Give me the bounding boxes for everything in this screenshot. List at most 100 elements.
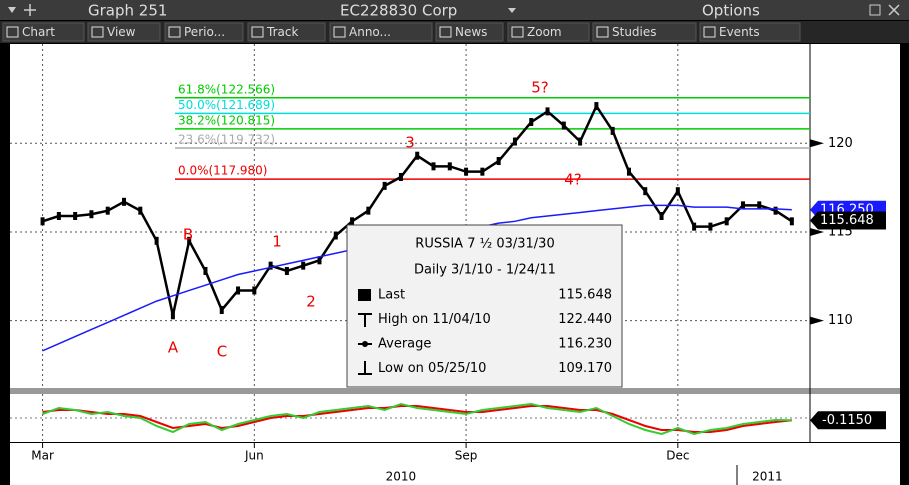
last-value-label: 115.648: [820, 213, 874, 228]
security-dropdown[interactable]: [508, 8, 516, 13]
legend-label: Low on 05/25/10: [378, 361, 486, 376]
toolbar-button[interactable]: [247, 22, 326, 42]
toolbar-button[interactable]: [87, 22, 161, 42]
legend-value: 122.440: [558, 312, 612, 327]
price-bar: [545, 107, 550, 116]
price-bar: [594, 102, 599, 111]
price-bar: [659, 212, 664, 220]
window-title: Graph 251: [88, 2, 167, 20]
button-icon: [439, 26, 452, 38]
price-bar: [170, 311, 175, 320]
price-bar: [773, 206, 778, 215]
toolbar-label[interactable]: View: [107, 25, 136, 39]
price-bar: [333, 231, 338, 240]
wave-annotation: C: [217, 343, 227, 361]
price-bar: [89, 210, 94, 219]
button-icon: [333, 26, 346, 38]
y-tick-mark: [810, 227, 824, 236]
y-tick-mark: [810, 316, 824, 325]
price-bar: [301, 261, 306, 270]
button-icon: [91, 26, 104, 38]
toolbar-button[interactable]: [164, 22, 244, 42]
legend-icon: [358, 289, 371, 301]
button-icon: [168, 26, 181, 38]
price-bar: [578, 137, 583, 146]
price-bar: [317, 256, 322, 265]
year-label: 2011: [752, 470, 783, 484]
price-bar: [529, 118, 534, 127]
oscillator-line: [42, 402, 792, 436]
price-bar: [757, 201, 762, 210]
toolbar-label[interactable]: Studies: [612, 25, 657, 39]
price-bar: [252, 286, 257, 295]
price-bar: [643, 187, 648, 196]
toolbar-label[interactable]: Perio...: [184, 25, 225, 39]
wave-annotation: A: [168, 339, 179, 357]
fib-label: 38.2%(120.815): [178, 113, 275, 127]
toolbar-button[interactable]: [435, 22, 504, 42]
toolbar-label[interactable]: Track: [266, 25, 298, 39]
price-bar: [464, 167, 469, 176]
toolbar-button[interactable]: [507, 22, 590, 42]
x-tick-label: Dec: [666, 449, 689, 463]
price-bar: [708, 222, 713, 231]
y-tick-label: 110: [828, 313, 853, 328]
y-tick-mark: [810, 139, 824, 148]
wave-annotation: 2: [306, 293, 316, 311]
price-bar: [187, 236, 192, 245]
price-bar: [236, 286, 241, 295]
y-tick-label: 120: [828, 136, 853, 151]
price-bar: [724, 217, 729, 226]
price-bar: [480, 167, 485, 176]
price-bar: [382, 181, 387, 190]
legend-value: 116.230: [558, 337, 612, 352]
legend-icon: [358, 313, 372, 327]
toolbar-label[interactable]: News: [455, 25, 487, 39]
fib-label: 23.6%(119.732): [178, 133, 275, 147]
legend-value: 115.648: [558, 288, 612, 303]
price-bar: [512, 137, 517, 146]
maximize-button[interactable]: [869, 4, 881, 16]
last-value-box: [810, 211, 886, 230]
legend-title: RUSSIA 7 ½ 03/31/30: [415, 237, 554, 252]
oscillator-value-box: [810, 411, 886, 430]
fib-label: 61.8%(122.566): [178, 82, 275, 96]
move-icon[interactable]: [24, 4, 36, 16]
x-tick-label: Mar: [31, 449, 54, 463]
price-bar: [350, 217, 355, 226]
price-bar: [56, 212, 61, 220]
oscillator-line: [42, 405, 792, 433]
toolbar-label[interactable]: Zoom: [527, 25, 562, 39]
legend-value: 109.170: [558, 361, 612, 376]
button-icon: [511, 26, 524, 38]
price-bar: [415, 151, 420, 160]
price-bar: [366, 206, 371, 215]
price-bar: [219, 305, 224, 314]
time-axis: [10, 443, 900, 485]
options-menu[interactable]: Options: [702, 2, 760, 20]
legend-box: [346, 224, 623, 388]
price-bar: [692, 222, 697, 231]
toolbar-label[interactable]: Chart: [22, 25, 55, 39]
security-name: EC228830 Corp: [340, 2, 457, 20]
toolbar-button[interactable]: [592, 22, 697, 42]
toolbar-button[interactable]: [2, 22, 85, 42]
price-bar: [740, 201, 745, 210]
menu-arrow[interactable]: [8, 7, 16, 13]
price-bar: [105, 206, 110, 215]
fib-label: 50.0%(121.689): [178, 98, 275, 112]
price-bar: [154, 236, 159, 245]
price-bar: [610, 126, 615, 135]
price-bar: [447, 162, 452, 171]
toolbar-label[interactable]: Anno...: [349, 25, 391, 39]
button-icon: [703, 26, 716, 38]
close-button[interactable]: [888, 4, 900, 16]
toolbar-button[interactable]: [699, 22, 801, 42]
legend-icon: [358, 361, 372, 375]
price-bar: [284, 266, 289, 275]
toolbar-label[interactable]: Events: [719, 25, 760, 39]
toolbar-button[interactable]: [329, 22, 433, 42]
x-tick-label: Jun: [244, 449, 264, 463]
